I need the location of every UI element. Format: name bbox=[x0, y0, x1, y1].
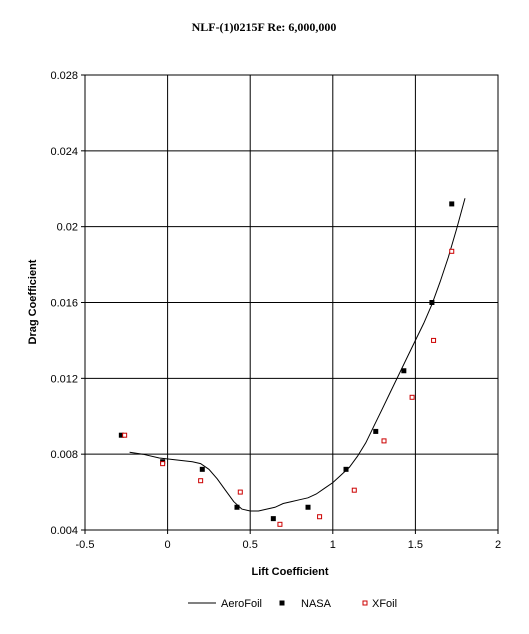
y-axis-label: Drag Coefficient bbox=[27, 259, 39, 344]
x-tick-label: 1.5 bbox=[408, 539, 423, 551]
y-tick-label: 0.004 bbox=[50, 525, 78, 537]
data-point-nasa bbox=[449, 201, 455, 207]
data-point-nasa bbox=[199, 466, 205, 472]
y-tick-label: 0.016 bbox=[50, 298, 78, 310]
chart-title: NLF-(1)0215F Re: 6,000,000 bbox=[192, 20, 337, 34]
y-tick-label: 0.008 bbox=[50, 449, 78, 461]
x-tick-label: -0.5 bbox=[76, 539, 95, 551]
data-point-xfoil bbox=[160, 461, 166, 467]
legend-swatch-xfoil bbox=[362, 600, 368, 606]
y-tick-label: 0.012 bbox=[50, 373, 78, 385]
series-line-aerofoil bbox=[129, 198, 466, 512]
x-tick-label: 0 bbox=[165, 539, 171, 551]
legend-label-aerofoil: AeroFoil bbox=[221, 598, 262, 610]
data-point-nasa bbox=[234, 504, 240, 510]
y-tick-label: 0.02 bbox=[57, 222, 78, 234]
y-tick-label: 0.024 bbox=[50, 146, 78, 158]
data-point-nasa bbox=[429, 300, 435, 305]
data-point-nasa bbox=[343, 466, 349, 472]
data-point-xfoil bbox=[122, 432, 128, 438]
data-point-xfoil bbox=[409, 394, 415, 400]
axes: -0.5 0 0.5 1 1.5 2 0.004 0.008 0.012 0.016 0.02 0.0… bbox=[50, 70, 501, 551]
data-point-nasa bbox=[270, 516, 276, 522]
legend-label-xfoil: XFoil bbox=[372, 598, 397, 610]
data-point-xfoil bbox=[317, 514, 323, 520]
data-point-nasa bbox=[118, 432, 124, 438]
data-point-xfoil bbox=[277, 521, 283, 527]
legend-label-nasa: NASA bbox=[301, 598, 332, 610]
data-point-xfoil bbox=[449, 248, 455, 254]
x-tick-label: 0.5 bbox=[243, 539, 258, 551]
data-point-xfoil bbox=[351, 487, 357, 493]
x-axis-label: Lift Coefficient bbox=[252, 566, 329, 578]
y-tick-label: 0.028 bbox=[50, 70, 78, 82]
data-point-xfoil bbox=[431, 337, 437, 343]
x-tick-label: 1 bbox=[330, 539, 336, 551]
data-point-xfoil bbox=[198, 478, 204, 484]
data-point-nasa bbox=[373, 428, 379, 434]
x-tick-label: 2 bbox=[495, 539, 501, 551]
data-point-xfoil bbox=[381, 438, 387, 444]
legend: AeroFoil NASA XFoil bbox=[188, 598, 397, 610]
series-layer bbox=[118, 198, 466, 527]
data-point-nasa bbox=[401, 368, 407, 374]
data-point-nasa bbox=[305, 504, 311, 510]
legend-swatch-nasa bbox=[279, 600, 285, 606]
data-point-xfoil bbox=[237, 489, 243, 495]
